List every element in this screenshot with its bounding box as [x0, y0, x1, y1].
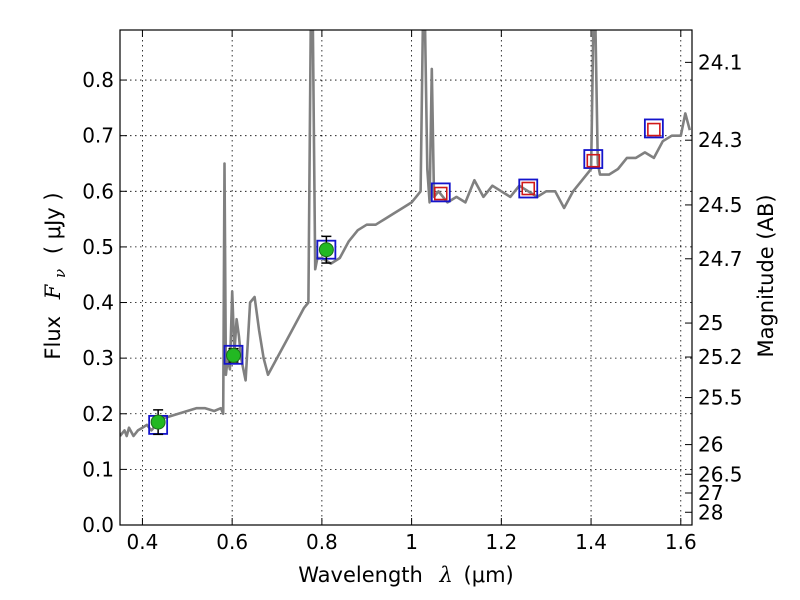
- x-tick-label: 1: [405, 530, 418, 554]
- model-point: [583, 149, 604, 169]
- upper-limit-point: [647, 122, 661, 137]
- observed-point: [318, 242, 334, 258]
- y2-tick-label: 26.5: [698, 462, 743, 486]
- y2-tick-label: 24.1: [698, 50, 743, 74]
- x-axis-title: Wavelength λ (μm): [298, 563, 513, 587]
- y-tick-label: 0.7: [82, 124, 114, 148]
- y-tick-label: 0.8: [82, 68, 114, 92]
- x-tick-label: 0.4: [127, 530, 159, 554]
- y-tick-label: 0.1: [82, 457, 114, 481]
- y-axis-title: Flux F ν ( μJy ): [41, 192, 70, 359]
- y-axis-title-symbol: F: [41, 283, 65, 300]
- y2-tick-label: 24.7: [698, 247, 743, 271]
- upper-limit-point: [586, 153, 601, 168]
- axis-ticks: [120, 30, 692, 526]
- y2-tick-label: 26: [698, 433, 723, 457]
- x-tick-label: 0.8: [306, 530, 338, 554]
- observed-point: [150, 414, 166, 430]
- x-tick-label: 1.2: [485, 530, 517, 554]
- model-point: [643, 118, 664, 139]
- x-tick-label: 0.6: [216, 530, 248, 554]
- x-axis-title-prefix: Wavelength: [298, 563, 423, 587]
- y2-axis-title: Magnitude (AB): [754, 194, 778, 357]
- y-axis-title-prefix: Flux: [41, 316, 65, 360]
- y2-tick-label: 28: [698, 500, 723, 524]
- y2-tick-label: 25.5: [698, 386, 743, 410]
- y2-tick-label: 24.3: [698, 128, 743, 152]
- spectrum-series: [120, 30, 692, 438]
- model-point: [430, 182, 451, 203]
- upper-limit-point: [433, 186, 448, 201]
- observed-point: [226, 347, 242, 363]
- plot-frame: [119, 29, 693, 526]
- y2-tick-label: 27: [698, 481, 723, 505]
- y-tick-label: 0.6: [82, 179, 114, 203]
- x-tick-label: 1.6: [665, 530, 697, 554]
- upper-limit-point: [521, 181, 536, 196]
- spectrum-line: [120, 30, 692, 438]
- x-axis-title-symbol: λ: [439, 563, 453, 587]
- y-tick-label: 0.5: [82, 235, 114, 259]
- y2-tick-label: 25.2: [698, 345, 743, 369]
- y-tick-label: 0.3: [82, 346, 114, 370]
- y-tick-label: 0.0: [82, 513, 114, 537]
- y2-tick-label: 24.5: [698, 193, 743, 217]
- x-tick-labels: 0.4 0.6 0.8 1 1.2 1.4 1.6: [127, 530, 697, 554]
- model-point: [223, 344, 244, 365]
- y-tick-label: 0.4: [82, 291, 114, 315]
- photometry-points: [148, 118, 664, 436]
- y-axis-title-unit: ( μJy ): [41, 192, 65, 254]
- grid-lines: [120, 30, 692, 526]
- y-tick-label: 0.2: [82, 402, 114, 426]
- x-tick-label: 1.4: [575, 530, 607, 554]
- y-tick-labels: 0.0 0.1 0.2 0.3 0.4 0.5 0.6 0.7 0.8: [82, 68, 114, 537]
- model-point: [518, 178, 539, 199]
- x-axis-title-unit: (μm): [464, 563, 514, 587]
- y-axis-title-subscript: ν: [51, 269, 69, 278]
- y2-tick-label: 25: [698, 311, 723, 335]
